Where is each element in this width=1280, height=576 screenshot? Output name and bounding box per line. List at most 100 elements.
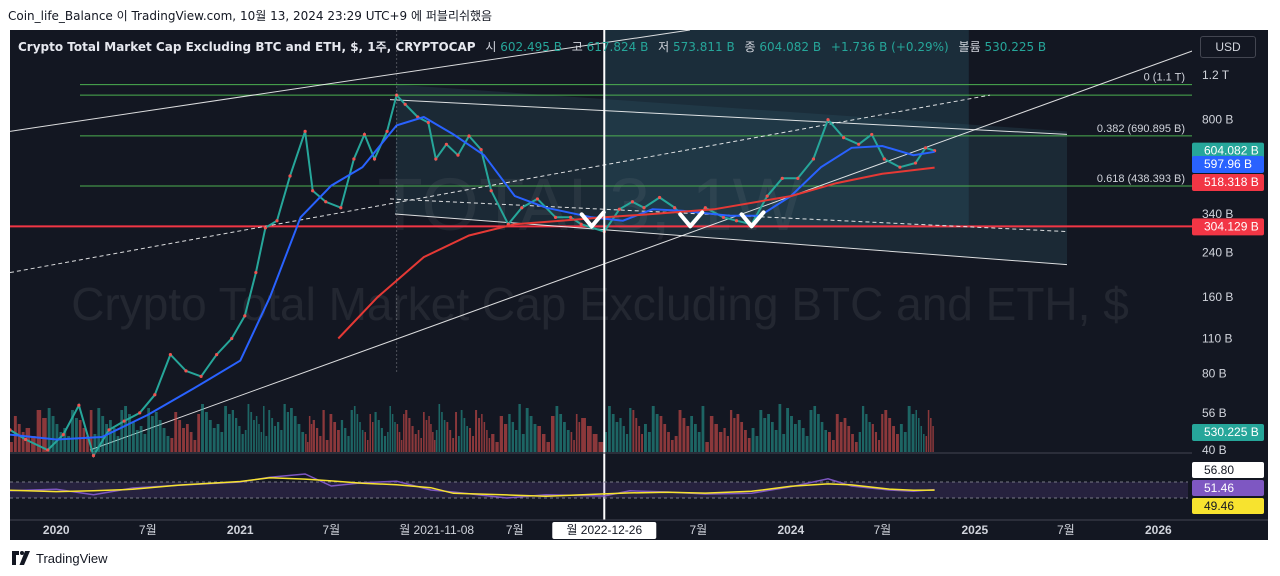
price-axis-tick: 40 B bbox=[1202, 443, 1227, 457]
volume-bar bbox=[686, 426, 690, 452]
price-badge-label: 304.129 B bbox=[1204, 219, 1259, 233]
price-point bbox=[579, 222, 583, 226]
volume-bar bbox=[283, 404, 286, 452]
price-point bbox=[91, 454, 96, 458]
volume-bar bbox=[433, 440, 436, 452]
volume-bar bbox=[10, 442, 13, 452]
volume-bar bbox=[268, 410, 271, 452]
volume-bar bbox=[255, 416, 258, 452]
volume-bar bbox=[389, 406, 391, 452]
volume-bar bbox=[391, 414, 394, 452]
price-point bbox=[673, 206, 677, 210]
volume-bar bbox=[550, 416, 555, 452]
volume-bar bbox=[495, 442, 499, 452]
volume-bar bbox=[97, 408, 101, 452]
rsi-badge bbox=[1192, 462, 1264, 478]
time-axis-tick: 7월 bbox=[689, 523, 707, 537]
price-axis-tick: 1.2 T bbox=[1202, 68, 1230, 82]
fib-label: 0.618 (438.393 B) bbox=[1097, 173, 1185, 185]
volume-bar bbox=[466, 426, 469, 452]
volume-bar bbox=[655, 414, 659, 452]
currency-button[interactable]: USD bbox=[1200, 36, 1256, 58]
price-point bbox=[630, 200, 635, 204]
price-badge-label: 604.082 B bbox=[1204, 144, 1259, 158]
volume-bar bbox=[55, 424, 59, 452]
close-value: 604.082 B bbox=[759, 40, 822, 54]
price-point bbox=[535, 197, 540, 201]
volume-bar bbox=[353, 406, 356, 452]
tradingview-brand[interactable]: TradingView bbox=[10, 549, 108, 567]
volume-bar bbox=[131, 422, 135, 452]
volume-bar bbox=[460, 410, 463, 452]
watermark-ticker: TOTAL3, 1W bbox=[378, 163, 803, 246]
volume-bar bbox=[608, 406, 611, 452]
volume-bar bbox=[340, 420, 344, 452]
volume-bar bbox=[109, 420, 112, 452]
volume-bar bbox=[139, 426, 143, 452]
volume-bar bbox=[371, 422, 374, 452]
volume-bar bbox=[629, 408, 632, 452]
publish-caption: Coin_life_Balance 이 TradingView.com, 10월… bbox=[8, 9, 493, 23]
volume-bar bbox=[89, 410, 93, 452]
volume-bar bbox=[47, 408, 51, 452]
volume-bar bbox=[128, 414, 131, 452]
volume-bar bbox=[861, 406, 865, 452]
price-point bbox=[339, 206, 343, 210]
volume-bar bbox=[116, 436, 120, 452]
volume-bar bbox=[932, 426, 934, 452]
bottom-check-icon bbox=[579, 210, 606, 229]
volume-bar bbox=[481, 414, 483, 452]
volume-bar bbox=[231, 410, 234, 452]
volume-bar bbox=[622, 426, 625, 452]
volume-bar bbox=[411, 426, 414, 452]
chart-svg[interactable]: TOTAL3, 1W Crypto Total Market Cap Exclud… bbox=[10, 30, 1268, 540]
high-label: 고 bbox=[571, 40, 583, 54]
price-point bbox=[77, 403, 81, 407]
volume-bar bbox=[635, 418, 638, 452]
volume-bar bbox=[425, 420, 428, 452]
volume-bar bbox=[359, 422, 361, 452]
volume-bar bbox=[488, 438, 491, 452]
tradingview-logo-icon bbox=[12, 551, 30, 565]
volume-bar bbox=[315, 428, 319, 452]
volume-bar bbox=[350, 410, 353, 452]
volume-bar bbox=[322, 410, 325, 452]
volume-bar bbox=[888, 418, 892, 452]
volume-bar bbox=[809, 410, 813, 452]
volume-bar bbox=[659, 416, 663, 452]
volume-bar bbox=[260, 432, 263, 452]
price-badge bbox=[1192, 142, 1264, 160]
price-point bbox=[721, 215, 726, 219]
price-series-line bbox=[10, 93, 935, 459]
price-axis-tick: 340 B bbox=[1202, 207, 1233, 221]
price-point bbox=[870, 132, 874, 137]
volume-bar bbox=[310, 424, 313, 452]
chart-frame[interactable]: TOTAL3, 1W Crypto Total Market Cap Exclud… bbox=[10, 30, 1268, 540]
volume-bar bbox=[93, 434, 97, 452]
volume-bar bbox=[578, 422, 581, 452]
chart-legend-header: Crypto Total Market Cap Excluding BTC an… bbox=[18, 38, 1046, 55]
volume-bar bbox=[158, 420, 162, 452]
price-badge-label: 518.318 B bbox=[1204, 175, 1259, 189]
price-point bbox=[657, 195, 662, 200]
price-badge-label: 530.225 B bbox=[1204, 425, 1259, 439]
time-axis-tick: 2020 bbox=[43, 523, 70, 537]
bottom-check-icon bbox=[678, 210, 705, 229]
price-point bbox=[923, 146, 928, 150]
volume-bar bbox=[455, 412, 457, 452]
volume-bar bbox=[559, 414, 563, 452]
volume-bar bbox=[244, 430, 247, 452]
volume-bar bbox=[529, 416, 533, 452]
volume-bar bbox=[380, 428, 383, 452]
price-axis-tick: 80 B bbox=[1202, 367, 1227, 381]
volume-bar bbox=[438, 404, 441, 452]
volume-bar bbox=[598, 442, 604, 452]
volume-bar bbox=[227, 414, 231, 452]
volume-bar bbox=[185, 424, 189, 452]
volume-bar bbox=[435, 430, 438, 452]
price-point bbox=[520, 206, 524, 210]
volume-bar bbox=[443, 420, 446, 452]
volume-bar bbox=[201, 404, 204, 452]
sma-blue-line bbox=[10, 115, 935, 441]
volume-bar bbox=[238, 426, 241, 452]
